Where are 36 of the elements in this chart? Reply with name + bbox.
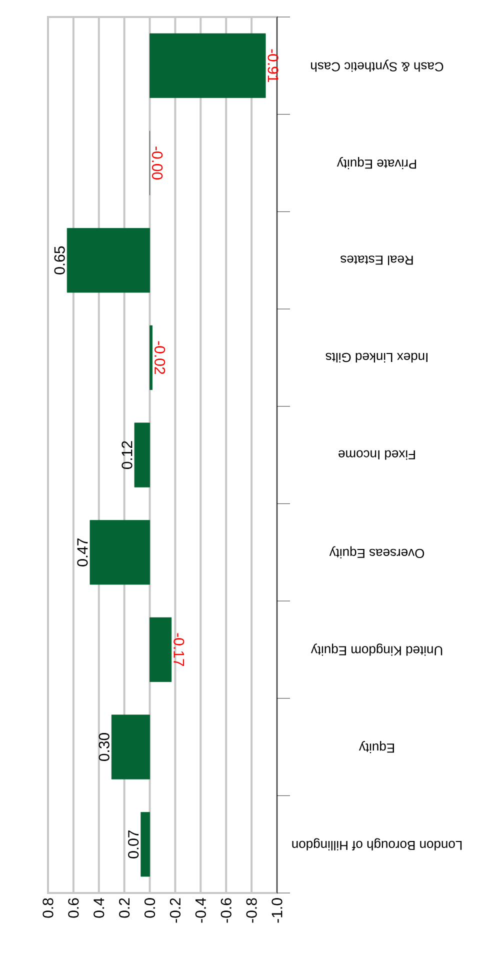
bar xyxy=(66,228,150,293)
x-tick-label: -0.6 xyxy=(220,898,232,923)
x-tick-label: 0.6 xyxy=(68,898,79,918)
x-tick-label: 0.4 xyxy=(94,898,104,918)
data-label: -0.17 xyxy=(174,633,184,666)
x-tick-label: 0.2 xyxy=(119,898,130,918)
data-label: 0.65 xyxy=(54,246,65,274)
y-tick-label: Fixed Income xyxy=(338,450,415,460)
bar xyxy=(150,325,153,390)
y-tick-label: Equity xyxy=(358,740,394,754)
data-label: -0.02 xyxy=(154,341,166,374)
data-label: 0.12 xyxy=(122,441,132,470)
x-tick-label: 0.8 xyxy=(42,898,54,918)
bar xyxy=(150,617,172,682)
y-tick-label: Real Estates xyxy=(340,256,413,266)
data-label: 0.47 xyxy=(77,538,88,566)
bar xyxy=(90,520,150,585)
bar xyxy=(134,422,150,488)
x-tick-label: -0.4 xyxy=(195,898,206,923)
y-tick-label: Cash & Synthetic Cash xyxy=(311,60,444,72)
x-tick-label: -0.8 xyxy=(246,898,257,923)
x-tick-label: 0.0 xyxy=(144,898,156,918)
x-tick-label: -0.2 xyxy=(170,898,181,923)
data-label: -0.00 xyxy=(152,146,163,180)
y-tick-label: London Borough of Hillingdon xyxy=(292,838,462,850)
y-tick-label: United Kingdom Equity xyxy=(310,644,442,656)
data-label: 0.30 xyxy=(98,733,110,762)
bar xyxy=(140,812,150,877)
x-tick-label: -1.0 xyxy=(272,898,282,923)
y-tick-label: Overseas Equity xyxy=(329,546,424,558)
bar xyxy=(111,714,150,780)
data-label: -0.91 xyxy=(268,49,278,82)
y-tick-label: Index Linked Gilts xyxy=(326,352,428,362)
data-label: 0.07 xyxy=(128,830,139,858)
y-tick-label: Private Equity xyxy=(336,156,416,170)
bar xyxy=(150,33,266,98)
